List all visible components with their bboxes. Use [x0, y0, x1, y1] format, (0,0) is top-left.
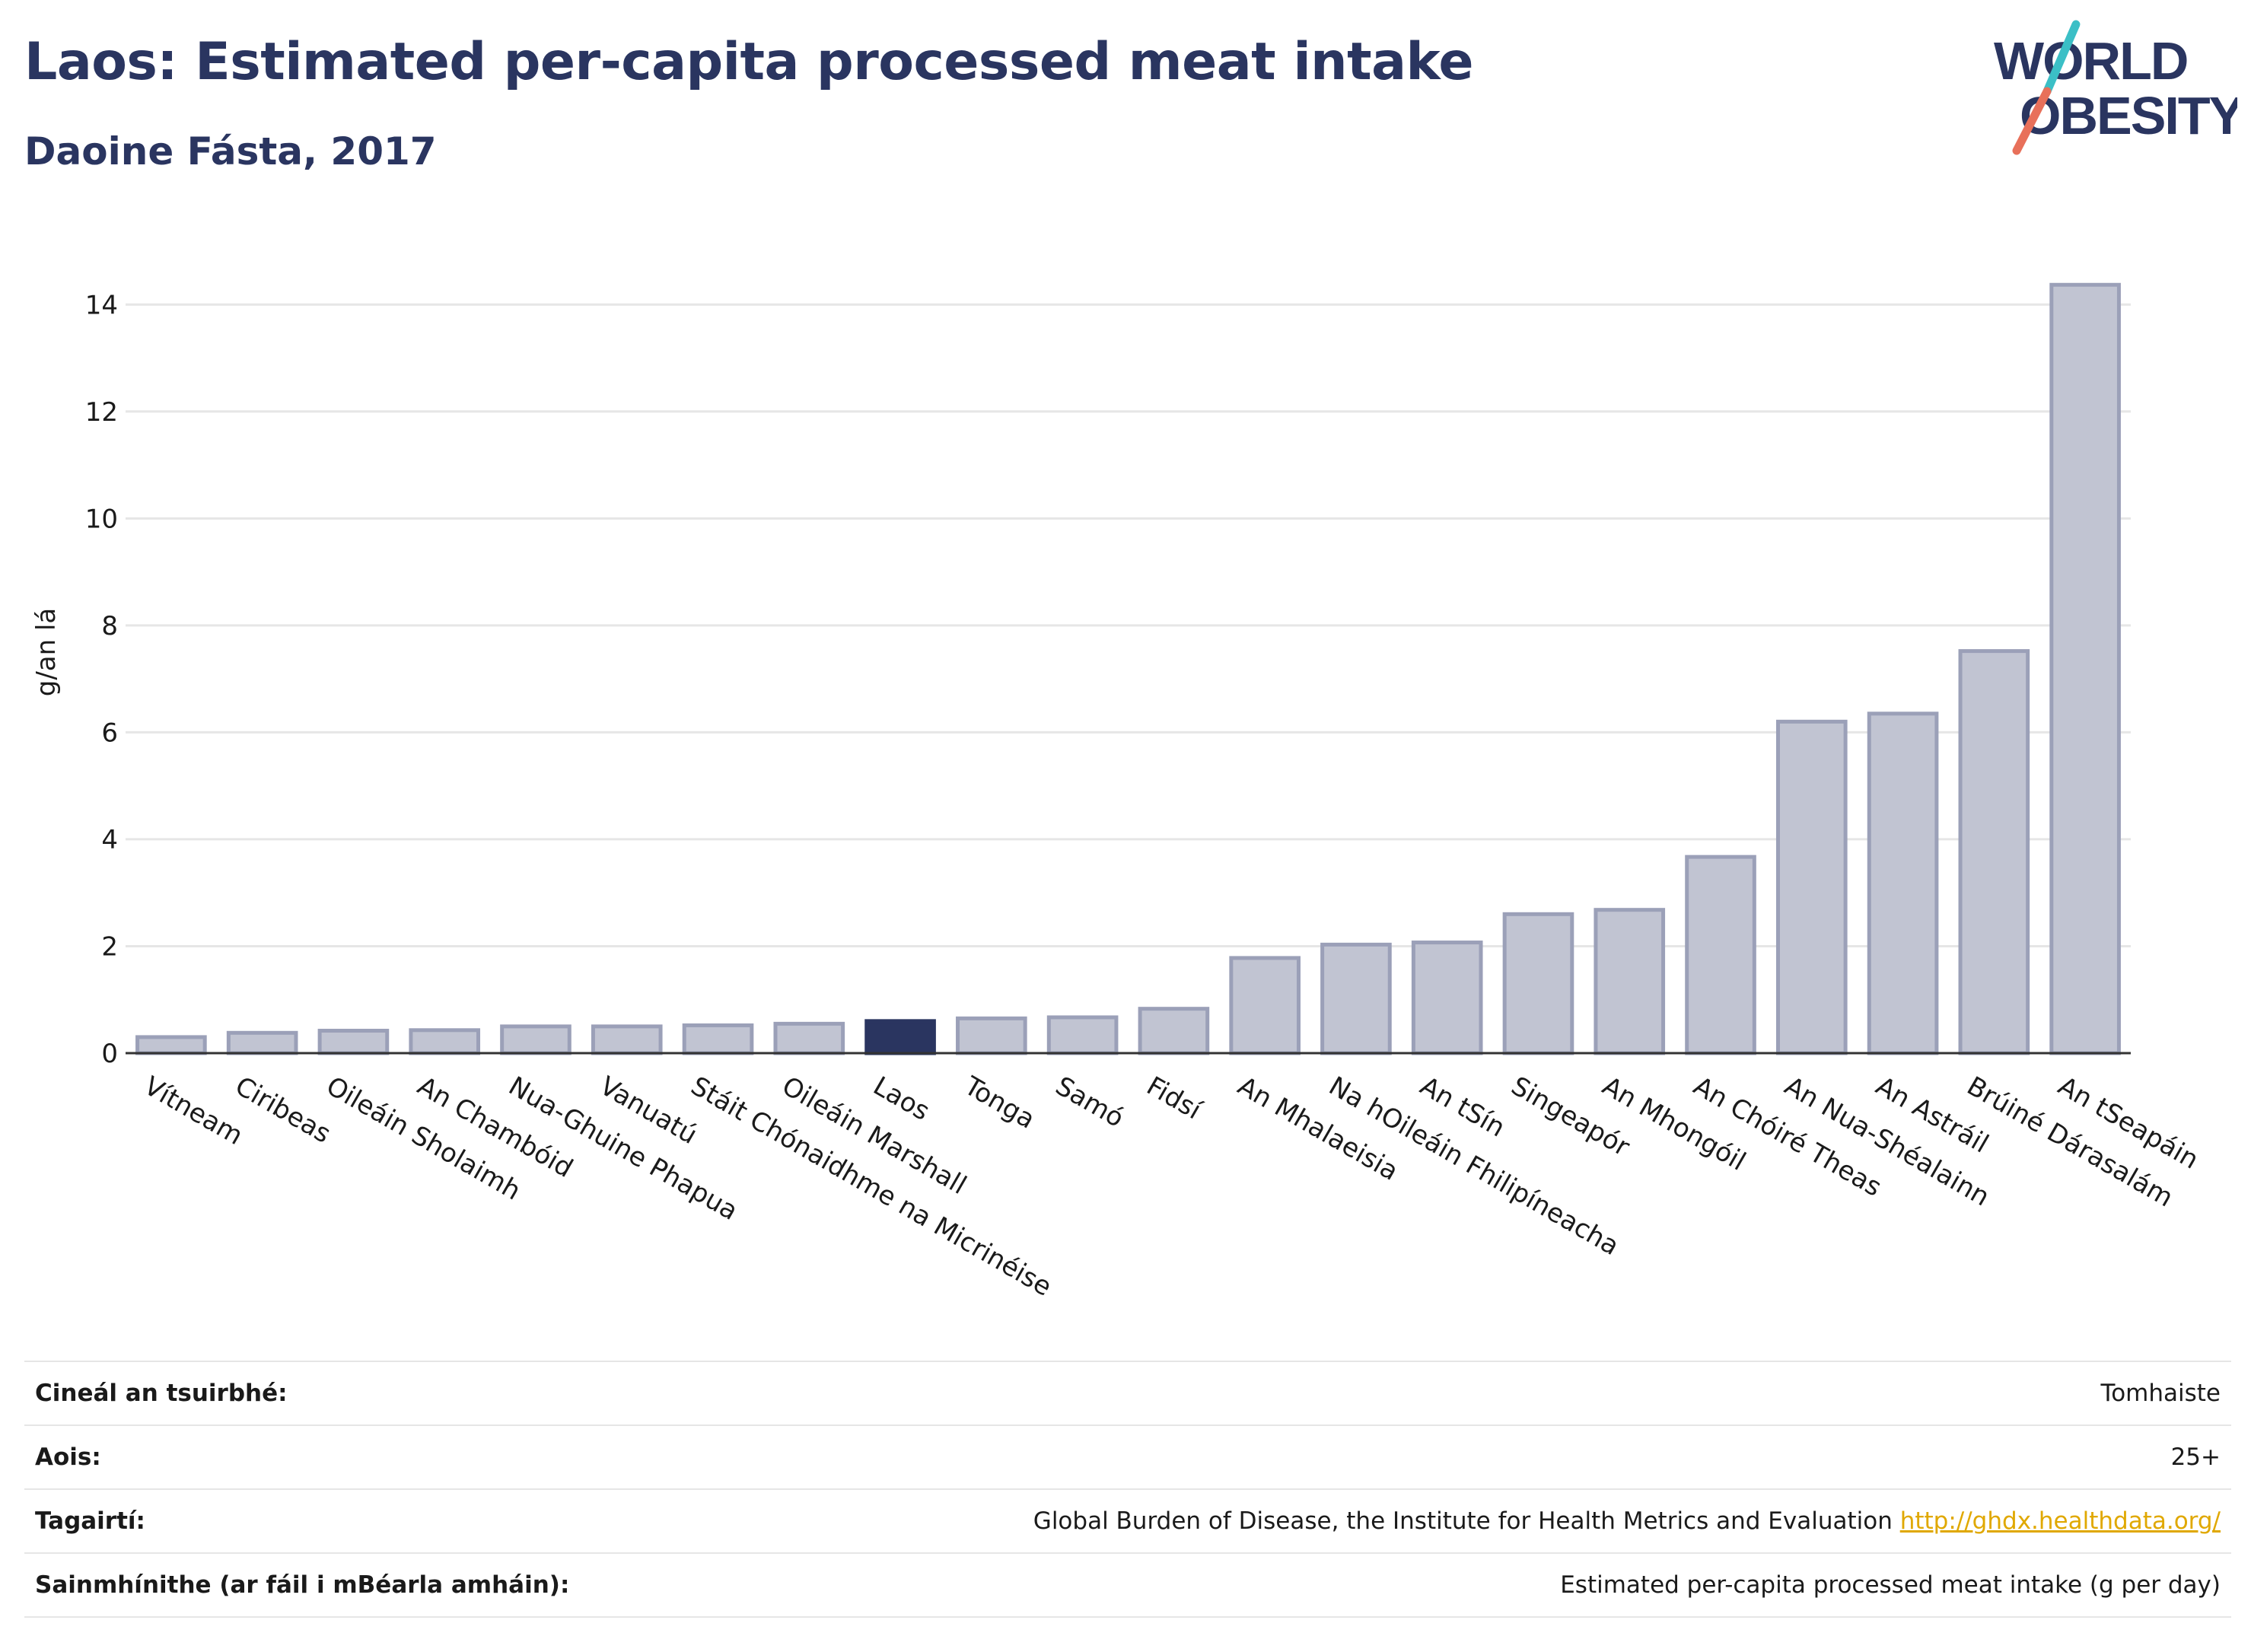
bar	[956, 1016, 1027, 1055]
meta-label: Tagairtí:	[24, 1488, 720, 1553]
logo-line2: OBESITY	[2020, 86, 2237, 145]
bar	[1046, 1015, 1119, 1055]
bar	[1867, 711, 1939, 1055]
bar	[1320, 942, 1392, 1055]
meta-value-text: Tomhaiste	[2100, 1380, 2221, 1407]
bar	[1502, 912, 1574, 1055]
logo-line1: WORLD	[1994, 31, 2187, 91]
x-tick-label: Fidsí	[1141, 1071, 1208, 1126]
meta-value: Tomhaiste	[719, 1361, 2231, 1425]
x-tick-label: Ciribeas	[230, 1071, 336, 1149]
meta-value-text: 25+	[2170, 1444, 2221, 1471]
y-tick-label: 0	[101, 1039, 118, 1069]
meta-value: 25+	[719, 1424, 2231, 1489]
y-tick-labels: 0 2 4 6 8 10 12 14	[85, 290, 118, 1069]
bar	[317, 1028, 390, 1055]
bar	[773, 1021, 845, 1055]
meta-value-text: Global Burden of Disease, the Institute …	[1033, 1507, 1893, 1535]
meta-row: Tagairtí: Global Burden of Disease, the I…	[24, 1488, 2231, 1553]
y-tick-label: 6	[101, 718, 118, 748]
bar	[409, 1028, 481, 1055]
bar	[1229, 956, 1301, 1055]
bar	[1138, 1007, 1210, 1055]
chart-title: Laos: Estimated per-capita processed mea…	[24, 32, 1473, 92]
meta-row: Aois: 25+	[24, 1424, 2231, 1489]
meta-label: Cineál an tsuirbhé:	[24, 1361, 720, 1425]
y-axis-label: g/an lá	[31, 608, 62, 697]
y-tick-label: 8	[101, 611, 118, 641]
meta-value: Global Burden of Disease, the Institute …	[719, 1488, 2231, 1553]
x-tick-label: An Mhalaeisia	[1233, 1071, 1403, 1187]
meta-value-text: Estimated per-capita processed meat inta…	[1560, 1571, 2221, 1599]
bar	[682, 1023, 754, 1055]
bar	[2049, 282, 2121, 1055]
bar-highlighted	[864, 1019, 936, 1055]
bar	[1775, 719, 1848, 1055]
x-tick-label: Laos	[868, 1071, 935, 1127]
bar	[1411, 941, 1483, 1055]
chart-subtitle: Daoine Fásta, 2017	[24, 129, 437, 173]
meta-label: Sainmhínithe (ar fáil i mBéarla amháin):	[24, 1552, 720, 1618]
logo-slash-top	[2042, 20, 2081, 96]
bar	[500, 1024, 572, 1055]
x-tick-label: Samó	[1050, 1071, 1129, 1134]
reference-link[interactable]: http://ghdx.healthdata.org/	[1899, 1507, 2221, 1535]
meta-row: Sainmhínithe (ar fáil i mBéarla amháin):…	[24, 1552, 2231, 1618]
bar	[591, 1024, 663, 1055]
meta-row: Cineál an tsuirbhé: Tomhaiste	[24, 1361, 2231, 1425]
meta-value: Estimated per-capita processed meat inta…	[719, 1552, 2231, 1618]
metadata-table: Cineál an tsuirbhé: Tomhaiste Aois: 25+ Taga…	[24, 1361, 2231, 1618]
bars	[135, 282, 2121, 1055]
bar	[226, 1030, 298, 1055]
bar	[1958, 649, 2030, 1055]
y-tick-label: 10	[85, 504, 118, 534]
logo-slash-bottom	[2012, 87, 2052, 155]
y-tick-label: 14	[85, 290, 118, 320]
y-tick-label: 12	[85, 397, 118, 428]
bar	[135, 1035, 207, 1055]
y-tick-label: 4	[101, 825, 118, 855]
x-tick-label: Tonga	[958, 1071, 1040, 1135]
meta-label: Aois:	[24, 1424, 720, 1489]
bar	[1685, 855, 1756, 1055]
x-tick-label: Vítneam	[138, 1071, 247, 1151]
bar	[1594, 908, 1666, 1055]
y-tick-label: 2	[101, 931, 118, 962]
world-obesity-logo: WORLD OBESITY	[1994, 20, 2237, 155]
